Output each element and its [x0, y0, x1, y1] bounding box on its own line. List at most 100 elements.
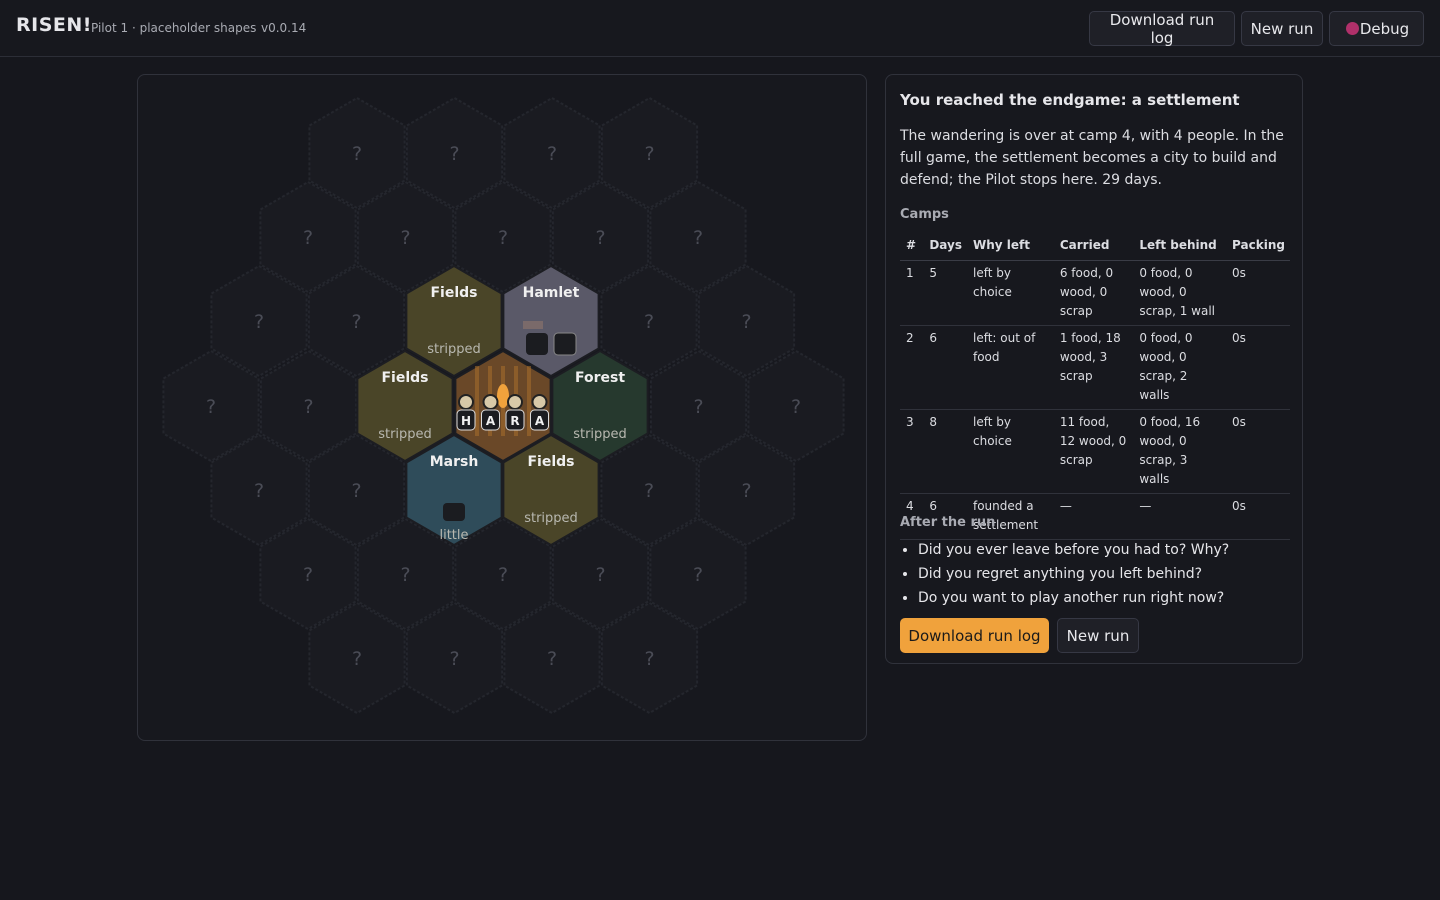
unknown-hex — [210, 433, 308, 547]
tile-hex — [551, 349, 649, 463]
table-row: 1 5 left by choice 6 food, 0 wood, 0 scrap 0… — [900, 260, 1290, 326]
table-cell: 0s — [1226, 409, 1290, 494]
unknown-hex — [405, 601, 504, 715]
unknown-hex — [649, 349, 748, 463]
unknown-label: ? — [254, 311, 264, 333]
unknown-hex — [649, 180, 747, 294]
person-initial: A — [535, 414, 545, 428]
unknown-hex — [405, 96, 504, 210]
person-initial: R — [510, 414, 519, 428]
tile-status: little — [439, 528, 468, 543]
camps-table: # Days Why left Carried Left behind Packing 1… — [900, 233, 1290, 540]
wall-post — [475, 366, 479, 436]
column-header: Days — [923, 233, 967, 261]
person-badge — [481, 409, 500, 431]
unknown-hex — [259, 517, 357, 631]
food-icon — [443, 503, 465, 521]
unknown-hex — [600, 96, 699, 210]
unknown-label: ? — [400, 227, 410, 249]
tile-hex — [405, 264, 503, 378]
fire — [497, 384, 509, 408]
question: Did you ever leave before you had to? Wh… — [918, 538, 1229, 562]
unknown-label: ? — [693, 227, 703, 249]
unknown-label: ? — [449, 648, 459, 670]
table-cell: 2 — [900, 325, 924, 410]
unknown-label: ? — [449, 143, 459, 165]
unknown-label: ? — [644, 480, 654, 502]
unknown-hex — [259, 349, 358, 463]
unknown-label: ? — [741, 311, 751, 333]
table-cell: 0s — [1226, 325, 1290, 410]
unknown-label: ? — [352, 143, 362, 165]
unknown-label: ? — [693, 564, 703, 586]
table-cell: 3 — [900, 409, 924, 494]
unknown-hex — [600, 433, 698, 547]
unknown-hex — [356, 517, 455, 631]
person-initial: H — [461, 414, 471, 428]
tile-status: stripped — [573, 427, 627, 442]
wall-post — [527, 366, 531, 436]
debug-icon — [1346, 22, 1359, 35]
column-header: Packing — [1226, 233, 1290, 261]
endgame-panel: You reached the endgame: a settlement Th… — [885, 74, 1303, 664]
unknown-hex — [454, 180, 552, 294]
version: v0.0.14 — [261, 21, 307, 35]
question-list: Did you ever leave before you had to? Wh… — [900, 538, 1229, 610]
unknown-label: ? — [644, 143, 654, 165]
tile-status: stripped — [378, 427, 432, 442]
logo: RISEN! — [16, 14, 92, 36]
food-icon — [526, 333, 548, 355]
map-card: ?????????????????????????????? Fields stri… — [137, 74, 867, 741]
table-cell: 5 — [923, 260, 967, 326]
unknown-hex — [503, 96, 601, 210]
unknown-label: ? — [741, 480, 751, 502]
unknown-hex — [259, 180, 357, 294]
unknown-label: ? — [547, 143, 557, 165]
debug-button[interactable]: Debug — [1329, 11, 1424, 46]
tile-name: Fields — [527, 454, 574, 470]
table-cell: 8 — [923, 409, 967, 494]
unknown-label: ? — [351, 311, 361, 333]
unknown-label: ? — [644, 648, 654, 670]
table-row: 2 6 left: out of food 1 food, 18 wood, 3 sc… — [900, 325, 1290, 410]
table-body: 1 5 left by choice 6 food, 0 wood, 0 scrap 0… — [900, 260, 1290, 540]
unknown-hex — [747, 349, 845, 463]
unknown-label: ? — [254, 480, 264, 502]
question: Did you regret anything you left behind? — [918, 562, 1229, 586]
table-cell: 6 food, 0 wood, 0 scrap — [1053, 260, 1134, 326]
new-run-button[interactable]: New run — [1241, 11, 1323, 46]
tile-status: stripped — [427, 342, 481, 357]
unknown-label: ? — [791, 396, 801, 418]
tile-hex — [405, 433, 503, 547]
person-head — [531, 394, 548, 410]
person-head — [482, 394, 499, 410]
tile-name: Fields — [430, 285, 477, 301]
unknown-label: ? — [351, 480, 361, 502]
unknown-hex — [308, 601, 406, 715]
unknown-hex — [697, 433, 796, 547]
table-cell: left by choice — [966, 409, 1054, 494]
download-log-button[interactable]: Download run log — [1089, 11, 1235, 47]
table-cell: 0s — [1226, 260, 1290, 326]
download-log-button[interactable]: Download run log — [900, 618, 1049, 653]
person-initial: A — [486, 414, 496, 428]
tile-name: Marsh — [430, 454, 479, 470]
tile-name: Hamlet — [523, 285, 580, 301]
tile-hex — [502, 433, 600, 547]
tile-name: Fields — [381, 370, 428, 386]
unknown-label: ? — [693, 396, 703, 418]
unknown-hex — [356, 180, 455, 294]
column-header: Carried — [1053, 233, 1134, 261]
unknown-label: ? — [352, 648, 362, 670]
table-cell: left: out of food — [966, 325, 1054, 410]
hex-map: ????????????????????????????? ? Fields stri… — [162, 96, 845, 715]
table-cell: 11 food, 12 wood, 0 scrap — [1053, 409, 1134, 494]
unknown-hex — [307, 264, 406, 378]
after-heading: After the run — [900, 515, 996, 530]
table-cell: — — [1133, 493, 1227, 540]
table-cell: founded a settlement — [966, 493, 1054, 540]
tile-hex — [356, 349, 454, 463]
camps-heading: Camps — [900, 207, 949, 222]
new-run-button[interactable]: New run — [1057, 618, 1139, 653]
